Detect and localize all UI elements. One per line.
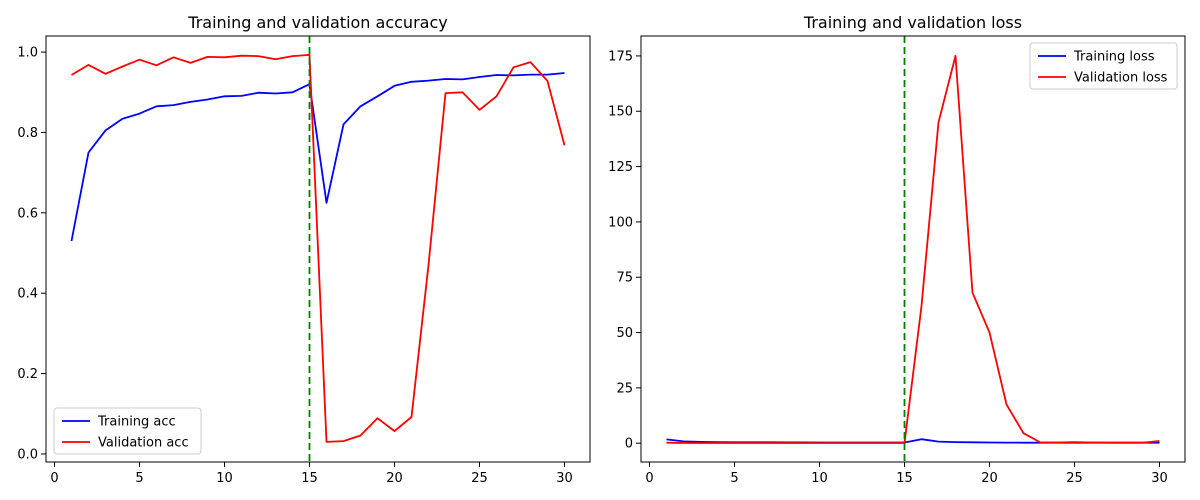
- y-tick-label: 175: [608, 49, 633, 64]
- y-tick-label: 0.8: [17, 126, 38, 141]
- legend-label: Validation acc: [98, 436, 189, 451]
- chart-title: Training and validation loss: [803, 13, 1022, 32]
- series-line-training: [70, 72, 565, 242]
- y-tick-label: 50: [616, 326, 633, 341]
- chart-title: Training and validation accuracy: [187, 13, 447, 32]
- x-tick-label: 20: [386, 471, 403, 486]
- y-tick-label: 25: [616, 381, 633, 396]
- loss-chart: Training and validation loss 0 5 10 15 20 25 30…: [608, 13, 1186, 486]
- legend: Training acc Validation acc: [53, 407, 202, 455]
- x-tick-label: 25: [471, 471, 488, 486]
- y-tick-label: 1.0: [17, 46, 38, 61]
- x-tick-label: 15: [896, 471, 913, 486]
- accuracy-chart: Training and validation accuracy 0 5 10 15 20…: [17, 13, 591, 486]
- x-tick-label: 0: [645, 471, 653, 486]
- x-tick-label: 20: [981, 471, 998, 486]
- legend-label: Training acc: [97, 415, 176, 430]
- x-tick-label: 0: [50, 471, 58, 486]
- x-tick-label: 30: [1151, 471, 1168, 486]
- y-tick-label: 125: [608, 160, 633, 175]
- axes-frame: [45, 35, 591, 463]
- y-tick-label: 100: [608, 215, 633, 230]
- y-tick-label: 75: [616, 271, 633, 286]
- axes-frame: [640, 35, 1186, 463]
- x-tick-label: 25: [1066, 471, 1083, 486]
- legend-label: Training loss: [1073, 50, 1155, 65]
- legend-box: [1029, 42, 1178, 90]
- y-tick-label: 0.2: [17, 367, 38, 382]
- y-tick-label: 0.4: [17, 287, 38, 302]
- x-tick-label: 5: [730, 471, 738, 486]
- x-tick-label: 15: [301, 471, 318, 486]
- y-tick-label: 150: [608, 105, 633, 120]
- legend: Training loss Validation loss: [1029, 42, 1178, 90]
- y-tick-label: 0.6: [17, 206, 38, 221]
- x-tick-label: 5: [135, 471, 143, 486]
- y-tick-label: 0: [625, 437, 633, 452]
- x-tick-label: 10: [811, 471, 828, 486]
- series-line-validation: [666, 55, 1160, 444]
- x-tick-label: 10: [216, 471, 233, 486]
- legend-label: Validation loss: [1074, 71, 1168, 86]
- series-line-validation: [71, 54, 566, 443]
- x-tick-label: 30: [556, 471, 573, 486]
- legend-box: [53, 407, 202, 455]
- y-tick-label: 0.0: [17, 447, 38, 462]
